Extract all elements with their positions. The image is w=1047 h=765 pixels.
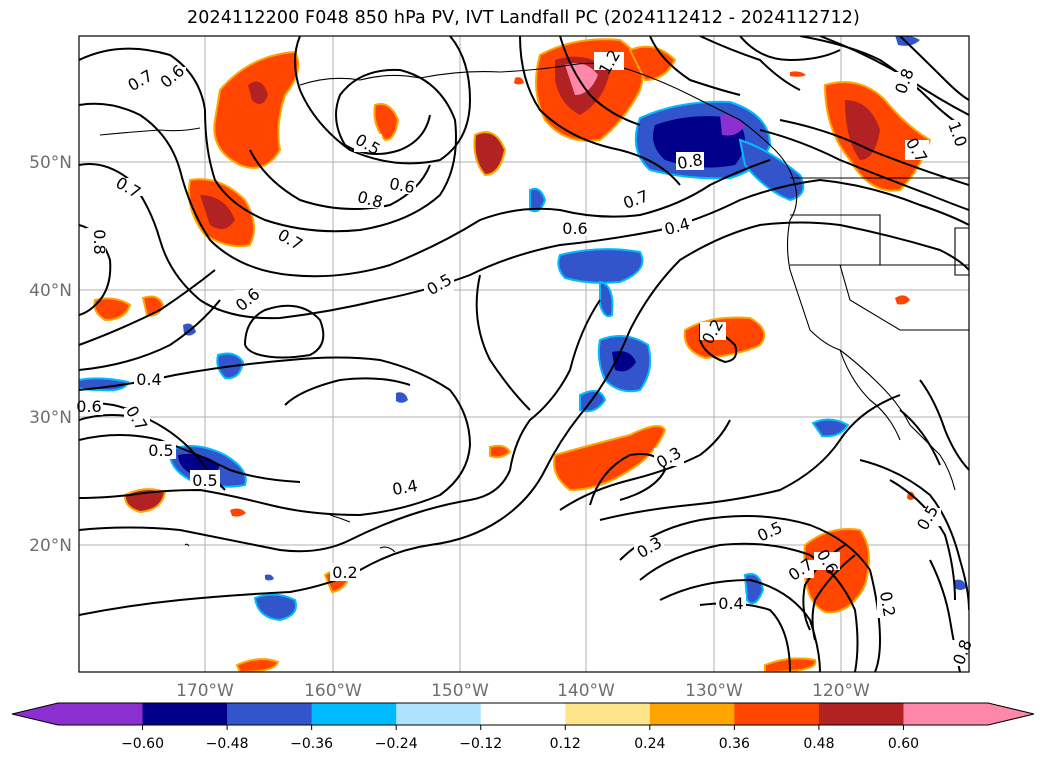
colorbar-segment (903, 703, 989, 725)
lon-label: 170°W (176, 681, 234, 701)
colorbar-tick-label: −0.36 (290, 736, 333, 752)
colorbar-tick-label: −0.24 (375, 736, 418, 752)
map-frame (78, 35, 970, 673)
colorbar-segment (480, 703, 566, 725)
colorbar-tick-label: −0.60 (121, 736, 164, 752)
colorbar-segment (649, 703, 735, 725)
colorbar-extend-high (988, 703, 1034, 725)
lon-label: 130°W (685, 681, 743, 701)
pv-negative-fills (79, 36, 966, 622)
colorbar: −0.60 −0.48 −0.36 −0.24 −0.12 0.12 0.24 0.36 0.4… (11, 702, 1035, 752)
contour-label: 0.5 (192, 471, 217, 490)
latitude-labels: 50°N 40°N 30°N 20°N (29, 153, 72, 556)
lon-label: 160°W (304, 681, 362, 701)
lon-label: 140°W (557, 681, 615, 701)
contour-label: 0.2 (876, 590, 899, 618)
contour-label: 0.6 (388, 174, 416, 197)
colorbar-segment (142, 703, 228, 725)
lat-label: 30°N (29, 408, 72, 428)
colorbar-segment (565, 703, 651, 725)
colorbar-segment (818, 703, 904, 725)
contour-label: 0.4 (718, 594, 743, 613)
longitude-labels: 170°W 160°W 150°W 140°W 130°W 120°W (176, 681, 870, 701)
contour-label: 0.6 (76, 397, 101, 416)
colorbar-segment (311, 703, 397, 725)
lon-label: 150°W (431, 681, 489, 701)
colorbar-segment (58, 703, 144, 725)
contour-label: 0.2 (332, 563, 357, 582)
contour-label: 0.4 (391, 476, 419, 499)
colorbar-segment (396, 703, 482, 725)
colorbar-tick-label: −0.12 (459, 736, 502, 752)
contour-label: 0.6 (562, 219, 587, 238)
pv-contours (79, 36, 969, 672)
coastlines (99, 62, 969, 553)
contour-label: 0.4 (136, 370, 161, 389)
contour-label: 0.5 (148, 441, 173, 460)
lat-label: 40°N (29, 281, 72, 301)
colorbar-extend-low (12, 703, 58, 725)
lat-label: 50°N (29, 153, 72, 173)
colorbar-tick-label: 0.24 (634, 736, 665, 752)
colorbar-tick-label: 0.60 (888, 736, 919, 752)
lat-label: 20°N (29, 536, 72, 556)
lon-label: 120°W (812, 681, 870, 701)
contour-label: 0.8 (676, 150, 704, 173)
colorbar-segment (734, 703, 820, 725)
colorbar-tick-label: 0.12 (550, 736, 581, 752)
colorbar-tick-label: 0.48 (803, 736, 834, 752)
colorbar-tick-label: 0.36 (719, 736, 750, 752)
colorbar-tick-label: −0.48 (206, 736, 249, 752)
contour-label: 0.8 (90, 229, 109, 254)
colorbar-segment (227, 703, 313, 725)
map-title: 2024112200 F048 850 hPa PV, IVT Landfall… (187, 8, 860, 28)
